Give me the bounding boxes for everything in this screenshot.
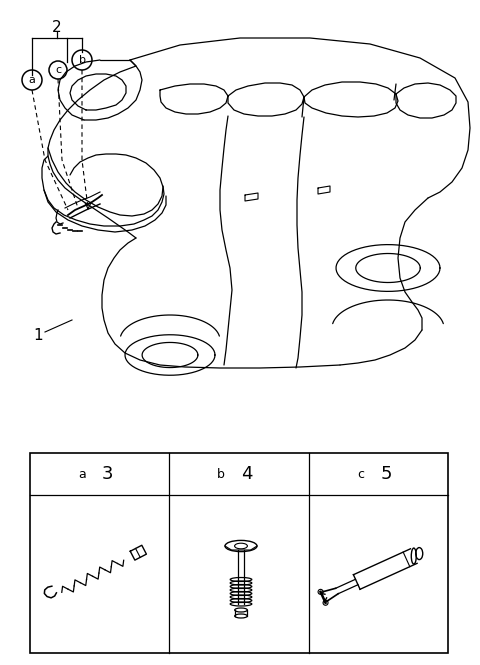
Text: b: b xyxy=(217,467,225,481)
Text: c: c xyxy=(357,467,364,481)
Text: 2: 2 xyxy=(52,21,62,35)
Text: 1: 1 xyxy=(33,327,43,342)
Text: 5: 5 xyxy=(381,465,392,483)
Text: b: b xyxy=(79,55,85,65)
Text: 3: 3 xyxy=(102,465,113,483)
Text: a: a xyxy=(78,467,85,481)
Text: c: c xyxy=(55,65,61,75)
Text: a: a xyxy=(29,75,36,85)
Bar xyxy=(30,453,448,653)
Text: 4: 4 xyxy=(241,465,253,483)
